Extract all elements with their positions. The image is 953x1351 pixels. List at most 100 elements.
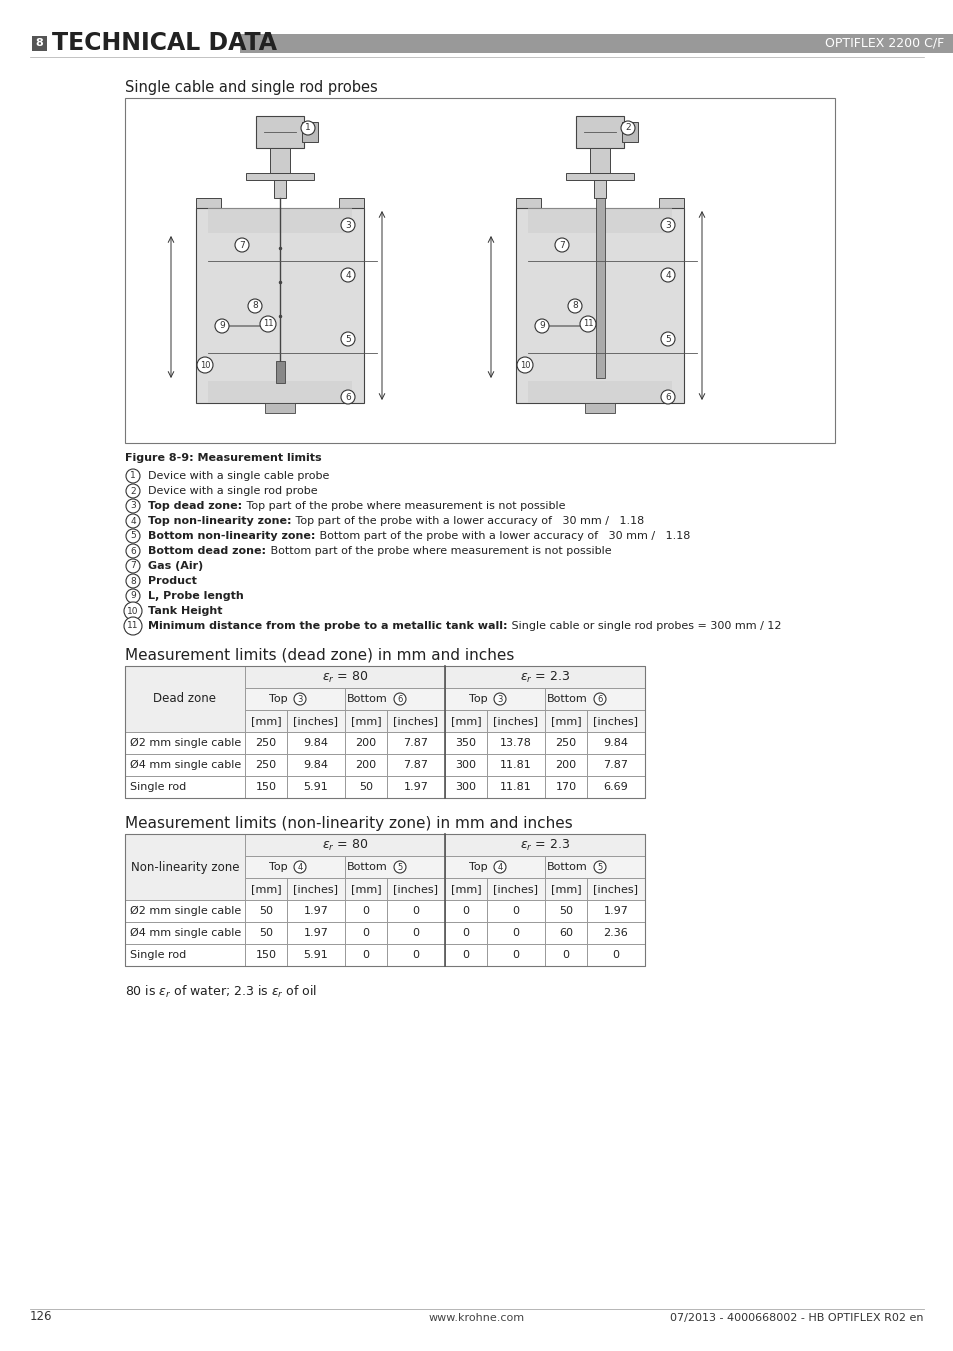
Text: 0: 0 xyxy=(362,907,369,916)
Bar xyxy=(245,711,287,732)
Text: $\varepsilon_{r}$ = 80: $\varepsilon_{r}$ = 80 xyxy=(321,670,368,685)
Bar xyxy=(544,921,586,944)
Bar xyxy=(125,834,644,966)
Text: 8: 8 xyxy=(252,301,257,311)
Text: $\varepsilon_{r}$ = 80: $\varepsilon_{r}$ = 80 xyxy=(321,838,368,852)
Circle shape xyxy=(126,589,140,603)
Text: 0: 0 xyxy=(412,907,419,916)
Circle shape xyxy=(124,603,142,620)
Text: 7: 7 xyxy=(130,562,135,570)
Circle shape xyxy=(301,122,314,135)
Bar xyxy=(195,208,364,403)
Circle shape xyxy=(260,316,275,332)
Text: 170: 170 xyxy=(555,782,576,792)
Text: Product: Product xyxy=(148,576,196,586)
Bar xyxy=(338,199,364,208)
Bar xyxy=(589,149,609,173)
Text: [mm]: [mm] xyxy=(351,716,381,725)
Text: OPTIFLEX 2200 C/F: OPTIFLEX 2200 C/F xyxy=(824,36,943,50)
Bar xyxy=(345,775,387,798)
Circle shape xyxy=(340,332,355,346)
Bar xyxy=(544,775,586,798)
Bar xyxy=(387,711,444,732)
Text: [inches]: [inches] xyxy=(294,716,338,725)
Text: 9: 9 xyxy=(219,322,225,331)
Text: [inches]: [inches] xyxy=(393,884,438,894)
Text: 60: 60 xyxy=(558,928,573,938)
Text: 3: 3 xyxy=(345,220,351,230)
Bar xyxy=(444,711,486,732)
Text: Bottom part of the probe with a lower accuracy of   30 mm /   1.18: Bottom part of the probe with a lower ac… xyxy=(316,531,690,540)
Text: 6: 6 xyxy=(345,393,351,401)
Bar xyxy=(586,711,644,732)
Text: 11: 11 xyxy=(127,621,138,631)
Bar xyxy=(245,921,287,944)
Text: Tank Height: Tank Height xyxy=(148,607,222,616)
Text: Top: Top xyxy=(269,694,288,704)
Text: [mm]: [mm] xyxy=(251,716,281,725)
Text: 1: 1 xyxy=(305,123,311,132)
Text: Top: Top xyxy=(469,694,488,704)
Bar xyxy=(345,900,387,921)
Text: Ø4 mm single cable: Ø4 mm single cable xyxy=(130,928,241,938)
Bar xyxy=(245,944,287,966)
Bar xyxy=(245,666,444,688)
Text: 5: 5 xyxy=(597,862,602,871)
Bar xyxy=(302,122,317,142)
Text: 6.69: 6.69 xyxy=(603,782,628,792)
Text: 6: 6 xyxy=(597,694,602,704)
Text: 5: 5 xyxy=(345,335,351,343)
Circle shape xyxy=(126,530,140,543)
Bar xyxy=(444,900,486,921)
Bar xyxy=(208,208,352,232)
Bar xyxy=(594,180,605,199)
Bar xyxy=(486,711,544,732)
Text: Top part of the probe where measurement is not possible: Top part of the probe where measurement … xyxy=(243,501,565,511)
Text: Bottom: Bottom xyxy=(547,862,587,871)
Bar xyxy=(444,666,644,688)
Text: 11.81: 11.81 xyxy=(499,761,532,770)
Text: 250: 250 xyxy=(255,761,276,770)
Text: 11.81: 11.81 xyxy=(499,782,532,792)
Text: 5.91: 5.91 xyxy=(303,782,328,792)
Text: 0: 0 xyxy=(412,928,419,938)
Text: 4: 4 xyxy=(664,270,670,280)
Text: 350: 350 xyxy=(455,738,476,748)
Text: 300: 300 xyxy=(455,761,476,770)
Bar xyxy=(125,775,245,798)
Bar xyxy=(245,688,345,711)
Bar xyxy=(345,711,387,732)
Text: 250: 250 xyxy=(555,738,576,748)
Text: TECHNICAL DATA: TECHNICAL DATA xyxy=(52,31,276,55)
Text: Bottom dead zone:: Bottom dead zone: xyxy=(148,546,266,557)
Text: 2.36: 2.36 xyxy=(603,928,628,938)
Bar xyxy=(240,34,953,53)
Text: Bottom part of the probe where measurement is not possible: Bottom part of the probe where measureme… xyxy=(267,546,611,557)
Text: 50: 50 xyxy=(358,782,373,792)
Bar xyxy=(345,688,444,711)
Text: 13.78: 13.78 xyxy=(499,738,532,748)
Bar xyxy=(345,857,444,878)
Bar xyxy=(32,36,47,51)
Text: [mm]: [mm] xyxy=(351,884,381,894)
Circle shape xyxy=(555,238,568,253)
Bar xyxy=(486,878,544,900)
Bar xyxy=(444,834,644,857)
Text: 2: 2 xyxy=(130,486,135,496)
Text: 7.87: 7.87 xyxy=(403,761,428,770)
Bar xyxy=(265,403,294,413)
Text: 2: 2 xyxy=(624,123,630,132)
Bar xyxy=(125,754,245,775)
Text: Non-linearity zone: Non-linearity zone xyxy=(131,861,239,874)
Text: Bottom: Bottom xyxy=(347,862,388,871)
Text: 50: 50 xyxy=(558,907,573,916)
Text: 150: 150 xyxy=(255,950,276,961)
Bar xyxy=(387,878,444,900)
Text: 10: 10 xyxy=(127,607,138,616)
Text: 50: 50 xyxy=(258,928,273,938)
Text: [inches]: [inches] xyxy=(493,884,537,894)
Circle shape xyxy=(234,238,249,253)
Text: 8: 8 xyxy=(130,577,135,585)
Text: 11: 11 xyxy=(262,319,273,328)
Circle shape xyxy=(660,218,675,232)
